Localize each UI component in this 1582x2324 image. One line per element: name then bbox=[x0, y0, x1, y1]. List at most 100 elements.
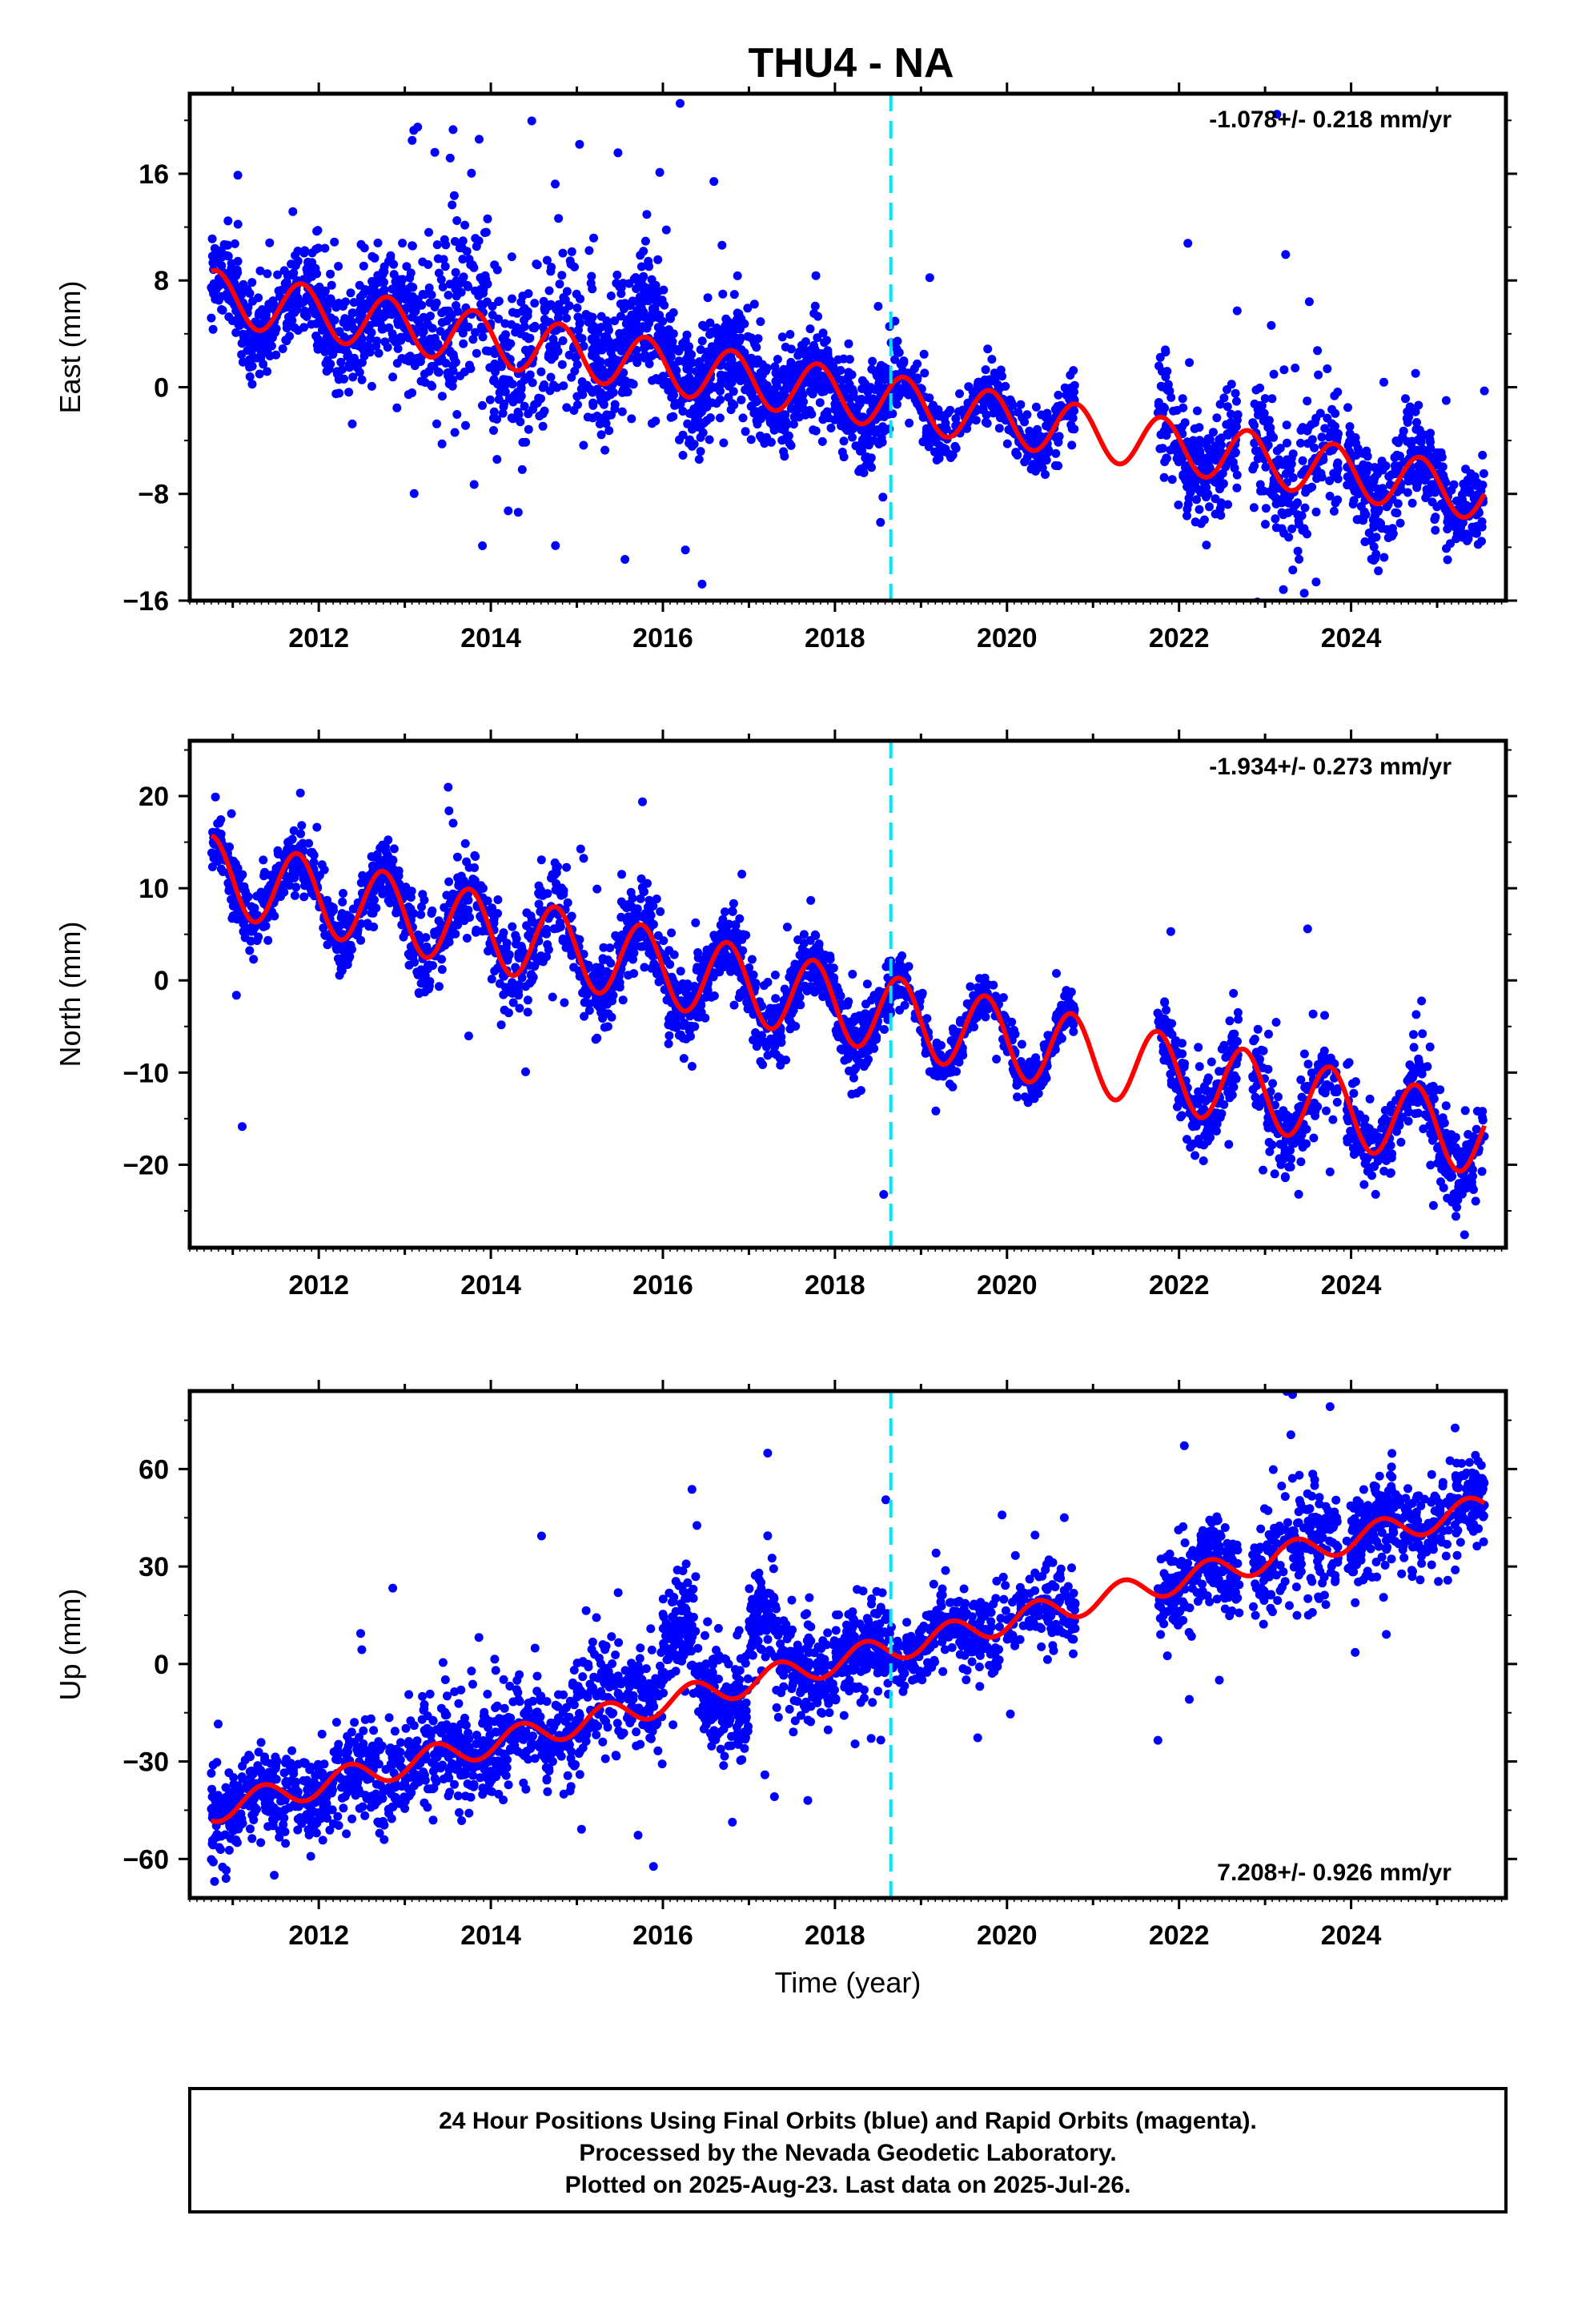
north-data-point bbox=[536, 855, 546, 865]
east-data-point bbox=[532, 724, 540, 733]
east-data-point bbox=[639, 338, 648, 348]
east-data-point bbox=[330, 237, 339, 247]
east-data-point bbox=[528, 378, 537, 388]
east-frame bbox=[187, 91, 1508, 603]
east-data-point bbox=[1414, 400, 1423, 410]
north-data-point bbox=[295, 788, 305, 798]
east-data-point bbox=[1212, 478, 1222, 488]
east-data-point bbox=[934, 453, 944, 463]
east-data-point bbox=[425, 334, 435, 344]
east-data-point bbox=[1216, 498, 1226, 508]
east-data-point bbox=[878, 493, 888, 502]
east-data-point bbox=[459, 339, 468, 348]
north-data-point bbox=[445, 931, 455, 940]
east-data-point bbox=[460, 367, 469, 376]
east-data-point bbox=[851, 441, 861, 451]
east-data-point bbox=[1351, 451, 1361, 460]
east-data-point bbox=[1167, 475, 1177, 485]
east-data-point bbox=[626, 334, 636, 343]
north-data-point bbox=[567, 911, 576, 921]
east-data-point bbox=[818, 328, 828, 338]
north-data-point bbox=[460, 838, 470, 848]
east-data-point bbox=[809, 308, 819, 318]
east-data-point bbox=[822, 336, 831, 345]
north-data-point bbox=[369, 923, 379, 931]
east-data-point bbox=[752, 407, 761, 416]
east-data-point bbox=[1033, 424, 1042, 434]
east-data-point bbox=[562, 287, 572, 296]
east-data-point bbox=[1155, 444, 1165, 453]
east-data-point bbox=[1004, 425, 1014, 435]
east-data-point bbox=[873, 425, 882, 435]
east-data-point bbox=[1379, 377, 1388, 387]
east-data-point bbox=[247, 361, 257, 371]
east-data-point bbox=[606, 292, 616, 300]
north-data-point bbox=[687, 1062, 697, 1071]
east-data-point bbox=[581, 310, 591, 319]
east-data-point bbox=[282, 336, 291, 346]
north-data-point bbox=[552, 885, 562, 895]
east-data-point bbox=[852, 404, 861, 413]
east-data-point bbox=[427, 290, 436, 300]
east-data-point bbox=[588, 388, 597, 397]
east-data-point bbox=[408, 135, 417, 145]
east-data-point bbox=[1392, 509, 1402, 518]
east-data-point bbox=[471, 328, 480, 337]
east-data-point bbox=[733, 340, 742, 350]
east-data-point bbox=[612, 279, 621, 288]
east-data-point bbox=[579, 341, 588, 351]
east-data-point bbox=[1267, 320, 1276, 330]
east-data-point bbox=[516, 417, 525, 427]
east-data-point bbox=[1038, 463, 1047, 472]
east-data-point bbox=[1348, 500, 1358, 509]
east-data-point bbox=[668, 337, 677, 347]
east-data-point bbox=[520, 345, 530, 355]
east-data-point bbox=[777, 332, 787, 342]
east-data-point bbox=[793, 396, 801, 405]
east-data-point bbox=[517, 464, 527, 474]
east-data-point bbox=[1020, 417, 1030, 427]
east-data-point bbox=[756, 317, 765, 327]
north-data-point bbox=[543, 940, 552, 949]
east-data-point bbox=[723, 362, 733, 372]
east-data-point bbox=[1279, 365, 1289, 375]
north-data-point bbox=[378, 889, 387, 899]
east-data-point bbox=[290, 308, 299, 317]
north-data-point bbox=[273, 846, 283, 855]
east-data-point bbox=[326, 269, 335, 279]
east-data-point bbox=[458, 275, 467, 285]
east-data-point bbox=[718, 289, 728, 299]
east-data-point bbox=[642, 210, 652, 219]
east-data-point bbox=[1393, 499, 1403, 509]
east-data-point bbox=[552, 341, 561, 351]
east-data-point bbox=[1208, 428, 1218, 437]
north-data-point bbox=[337, 911, 347, 921]
figure-title: THU4 - NA bbox=[748, 40, 954, 86]
east-data-point bbox=[562, 313, 571, 323]
east-data-point bbox=[387, 329, 397, 339]
east-data-point bbox=[1394, 438, 1403, 448]
east-data-point bbox=[1205, 456, 1215, 465]
east-data-point bbox=[445, 153, 455, 163]
east-data-point bbox=[303, 267, 312, 277]
north-data-point bbox=[728, 907, 737, 916]
east-data-point bbox=[1266, 432, 1275, 441]
east-data-point bbox=[998, 372, 1006, 381]
east-data-point bbox=[1272, 110, 1282, 119]
east-data-point bbox=[346, 288, 355, 298]
east-data-point bbox=[432, 419, 441, 428]
east-data-point bbox=[312, 269, 322, 279]
east-data-point bbox=[1383, 533, 1393, 542]
east-data-point bbox=[631, 273, 640, 282]
east-data-point bbox=[256, 353, 266, 363]
east-data-point bbox=[1304, 297, 1314, 307]
east-data-point bbox=[584, 246, 594, 255]
east-data-point bbox=[696, 447, 705, 456]
east-data-point bbox=[424, 283, 434, 292]
east-data-point bbox=[359, 261, 368, 271]
east-data-point bbox=[319, 340, 328, 349]
east-data-point bbox=[666, 412, 676, 422]
east-data-point bbox=[705, 413, 715, 423]
east-data-point bbox=[694, 455, 704, 464]
east-data-point bbox=[1441, 396, 1451, 405]
